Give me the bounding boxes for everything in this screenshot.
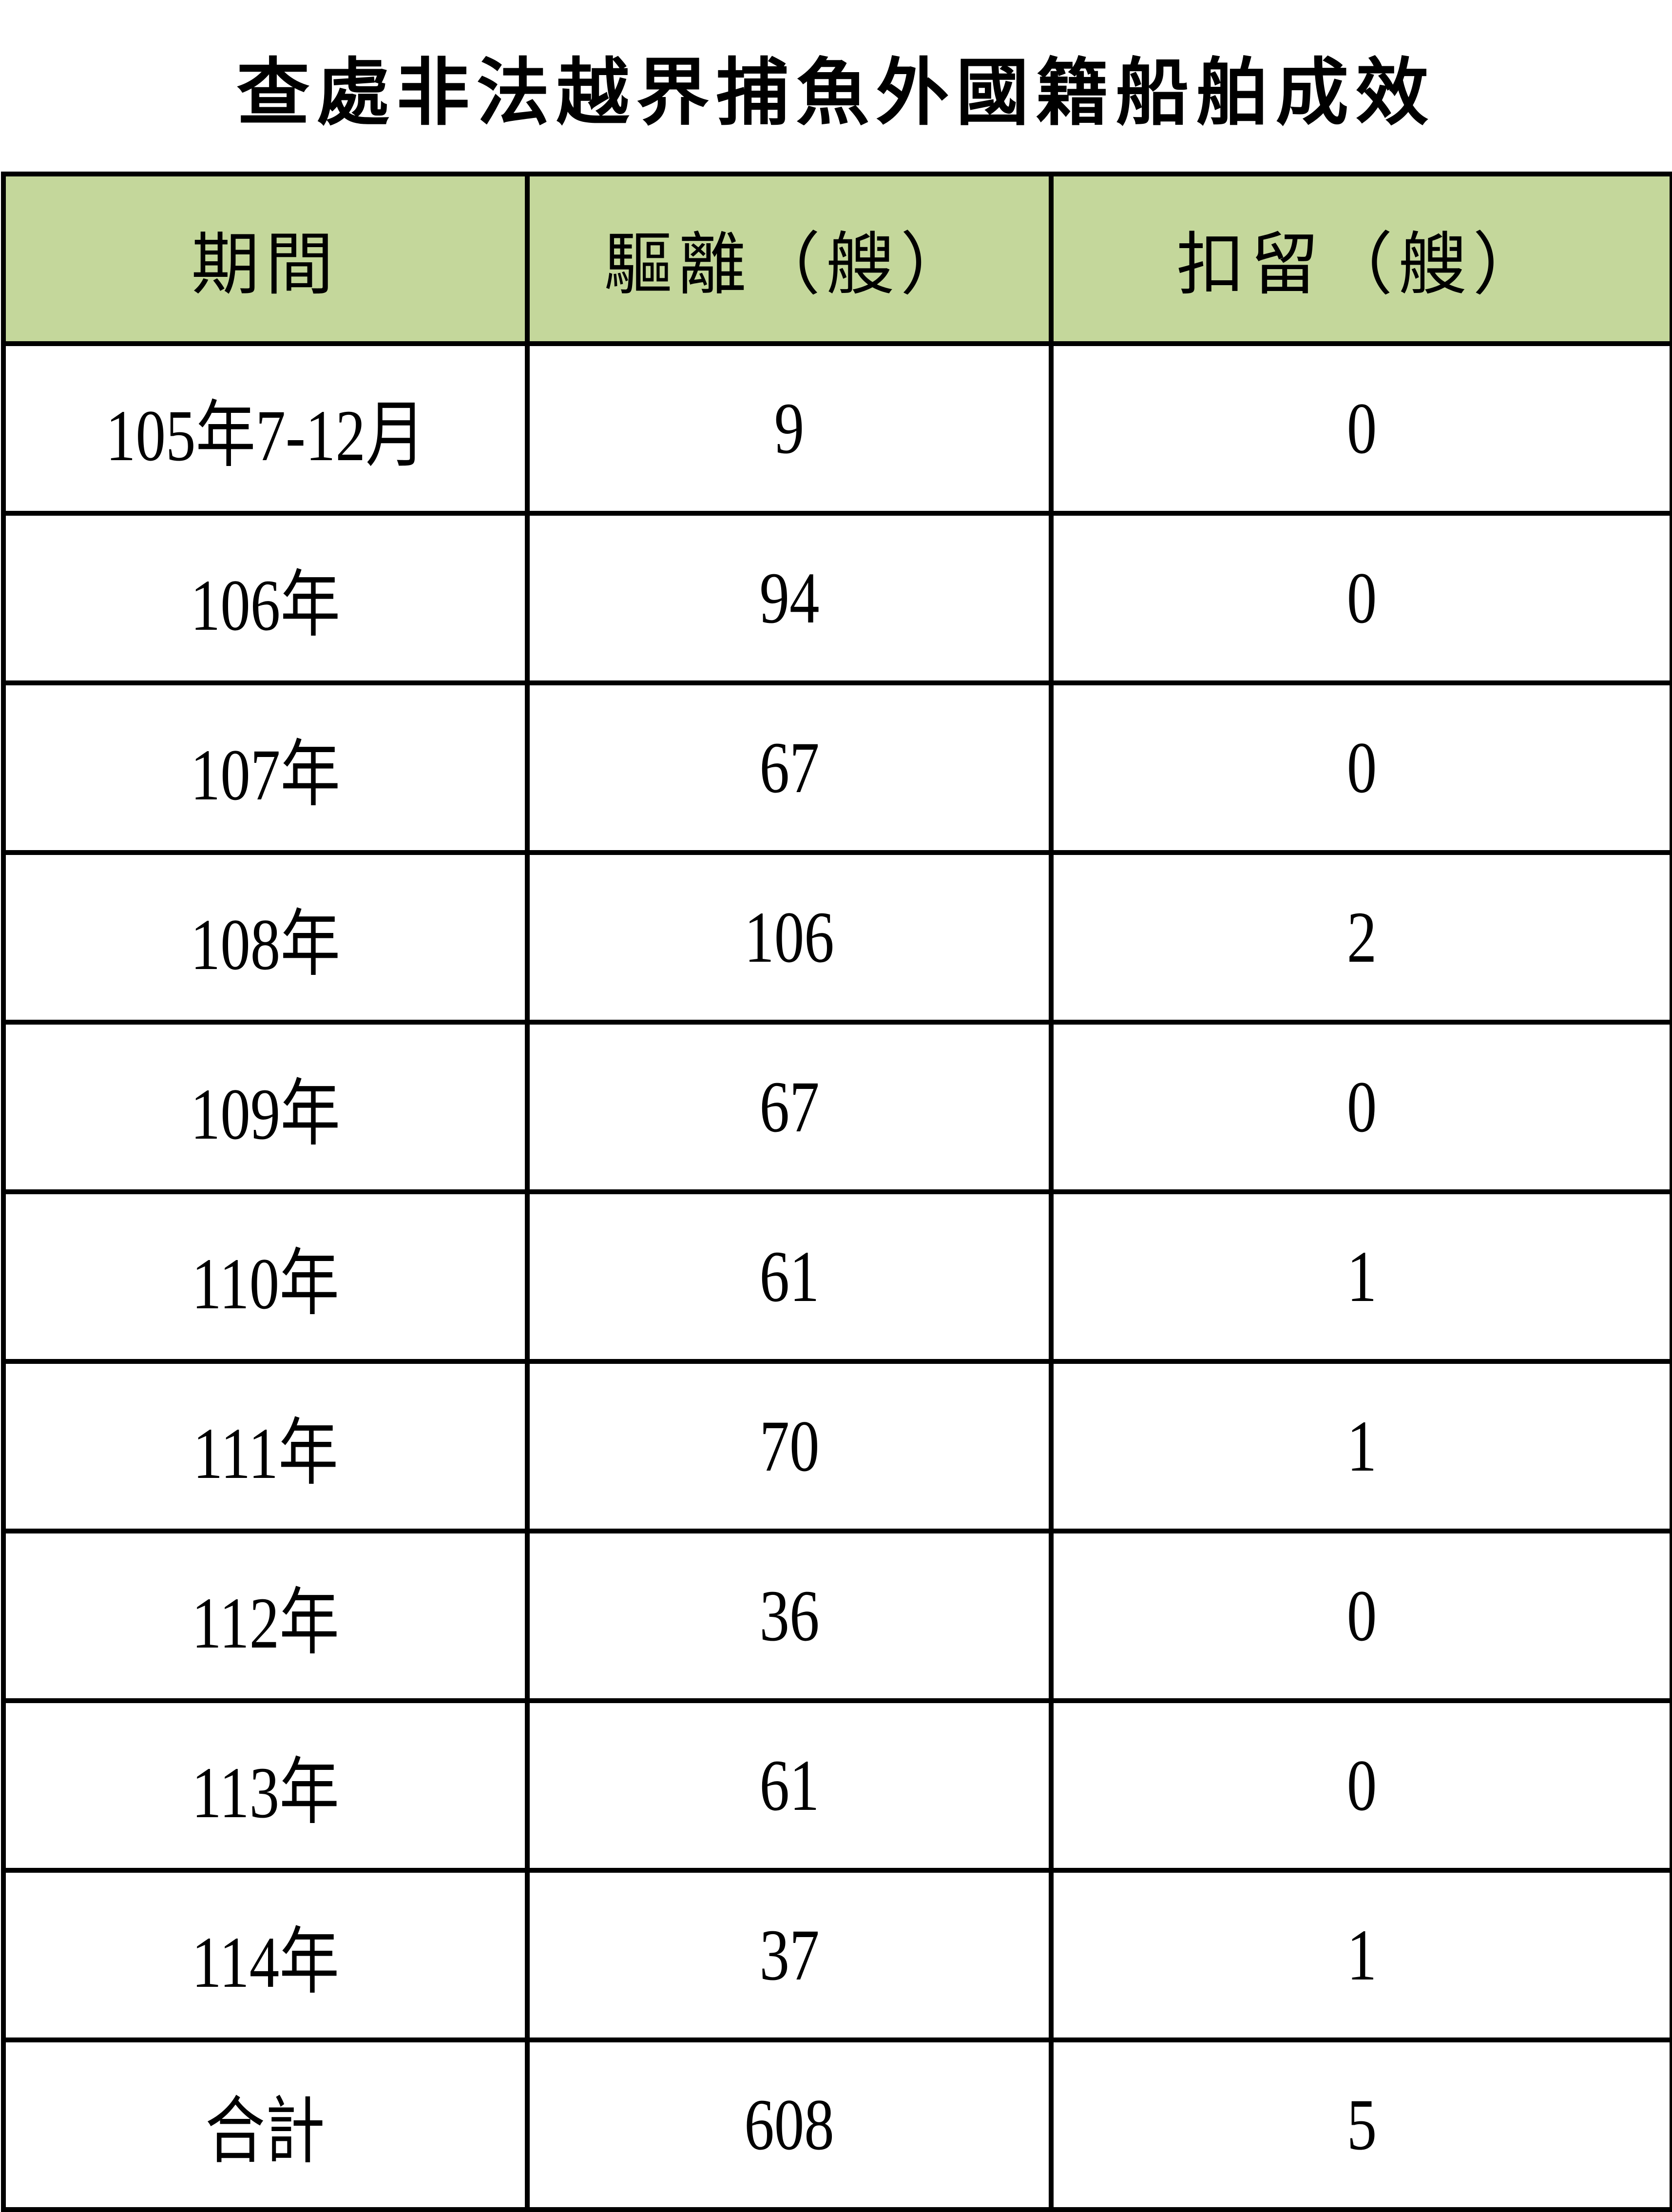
cell-text: 109年 [190, 1073, 341, 1155]
header-row: 期間 驅離（艘） 扣留（艘） [1, 172, 1672, 346]
expelled-cell: 608 [525, 2037, 1054, 2212]
table-row: 108年 106 2 [1, 850, 1672, 1025]
table-row: 111年 70 1 [1, 1359, 1672, 1533]
cell-text: 70 [759, 1406, 819, 1487]
expelled-cell: 61 [525, 1189, 1054, 1364]
cell-text: 113年 [192, 1752, 339, 1833]
detained-cell: 2 [1049, 850, 1672, 1025]
detained-cell: 0 [1049, 1529, 1672, 1703]
expelled-cell: 67 [525, 680, 1054, 855]
table-row: 109年 67 0 [1, 1020, 1672, 1194]
expelled-cell: 106 [525, 850, 1054, 1025]
table-row: 107年 67 0 [1, 680, 1672, 855]
table-row: 112年 36 0 [1, 1529, 1672, 1703]
period-cell: 105年7-12月 [1, 341, 530, 516]
table-row: 114年 37 1 [1, 1868, 1672, 2042]
column-header-detained: 扣留（艘） [1049, 172, 1672, 346]
period-cell: 106年 [1, 511, 530, 685]
expelled-cell: 9 [525, 341, 1054, 516]
table-title: 查處非法越界捕魚外國籍船舶成效 [236, 50, 1436, 136]
period-cell: 110年 [1, 1189, 530, 1364]
expelled-cell: 94 [525, 511, 1054, 685]
cell-text: 37 [759, 1915, 819, 1996]
cell-text: 67 [759, 1067, 819, 1147]
cell-text: 0 [1346, 388, 1377, 469]
detained-cell: 5 [1049, 2037, 1672, 2212]
detained-cell: 0 [1049, 1020, 1672, 1194]
period-cell: 合計 [1, 2037, 530, 2212]
period-cell: 111年 [1, 1359, 530, 1533]
cell-text: 111年 [192, 1413, 338, 1494]
cell-text: 114年 [192, 1921, 339, 2003]
expelled-cell: 36 [525, 1529, 1054, 1703]
cell-text: 1 [1346, 1236, 1377, 1317]
cell-text: 36 [759, 1575, 819, 1656]
detained-cell: 0 [1049, 341, 1672, 516]
cell-text: 110年 [192, 1243, 339, 1324]
period-cell: 114年 [1, 1868, 530, 2042]
cell-text: 106年 [190, 564, 341, 646]
total-row: 合計 608 5 [1, 2037, 1672, 2212]
cell-text: 0 [1346, 1575, 1377, 1656]
detained-cell: 1 [1049, 1189, 1672, 1364]
detained-cell: 0 [1049, 511, 1672, 685]
column-header-expelled: 驅離（艘） [525, 172, 1054, 346]
cell-text: 94 [759, 558, 819, 639]
cell-text: 108年 [190, 904, 341, 985]
cell-text: 608 [744, 2084, 834, 2165]
cell-text: 106 [744, 897, 834, 978]
cell-text: 1 [1346, 1406, 1377, 1487]
detained-cell: 1 [1049, 1868, 1672, 2042]
cell-text: 1 [1346, 1915, 1377, 1996]
table-row: 106年 94 0 [1, 511, 1672, 685]
cell-text: 105年7-12月 [105, 395, 425, 476]
period-cell: 112年 [1, 1529, 530, 1703]
expelled-cell: 67 [525, 1020, 1054, 1194]
detained-cell: 1 [1049, 1359, 1672, 1533]
cell-text: 合計 [205, 2091, 326, 2173]
period-cell: 107年 [1, 680, 530, 855]
cell-text: 5 [1346, 2084, 1377, 2165]
period-cell: 108年 [1, 850, 530, 1025]
cell-text: 9 [774, 388, 805, 469]
cell-text: 67 [759, 727, 819, 808]
cell-text: 0 [1346, 727, 1377, 808]
enforcement-results-table: 期間 驅離（艘） 扣留（艘） 105年7-12月 9 0 106年 94 0 107年 67 0… [1, 172, 1672, 2212]
cell-text: 0 [1346, 1067, 1377, 1147]
expelled-cell: 70 [525, 1359, 1054, 1533]
cell-text: 0 [1346, 1745, 1377, 1826]
cell-text: 0 [1346, 558, 1377, 639]
period-cell: 109年 [1, 1020, 530, 1194]
period-cell: 113年 [1, 1698, 530, 1873]
cell-text: 61 [759, 1745, 819, 1826]
expelled-cell: 61 [525, 1698, 1054, 1873]
detained-cell: 0 [1049, 1698, 1672, 1873]
cell-text: 61 [759, 1236, 819, 1317]
expelled-cell: 37 [525, 1868, 1054, 2042]
column-header-period: 期間 [1, 172, 530, 346]
detained-cell: 0 [1049, 680, 1672, 855]
table-row: 113年 61 0 [1, 1698, 1672, 1873]
table-row: 105年7-12月 9 0 [1, 341, 1672, 516]
cell-text: 107年 [190, 734, 341, 815]
cell-text: 112年 [192, 1582, 339, 1664]
table-row: 110年 61 1 [1, 1189, 1672, 1364]
cell-text: 2 [1346, 897, 1377, 978]
